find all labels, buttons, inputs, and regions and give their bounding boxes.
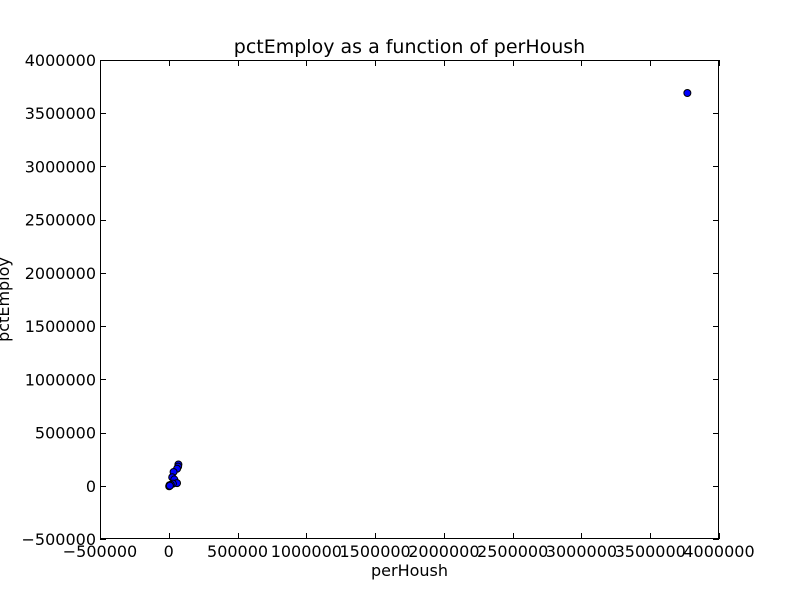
y-tick-label: 2500000 (25, 211, 96, 230)
y-tick-label: 4000000 (25, 51, 96, 70)
y-axis-title: pctEmploy (0, 257, 13, 342)
y-tick-label: 2000000 (25, 264, 96, 283)
plot-frame (100, 60, 719, 539)
data-points (165, 88, 692, 491)
x-tick-label: −500000 (63, 542, 137, 561)
y-tick-label: 3000000 (25, 157, 96, 176)
x-tick-label: 500000 (207, 542, 268, 561)
x-tick-label: 0 (164, 542, 174, 561)
x-tick-label: 4000000 (683, 542, 754, 561)
chart-title: pctEmploy as a function of perHoush (234, 36, 585, 58)
y-tick-label: 500000 (35, 424, 96, 443)
tick-labels: −500000 0 500000 10000001500000200000025000… (22, 51, 755, 561)
y-tick-label: 1000000 (25, 370, 96, 389)
x-tick-label: 3000000 (546, 542, 617, 561)
data-point (683, 88, 692, 97)
x-axis-title: perHoush (371, 561, 448, 580)
y-tick-label: −500000 (22, 530, 96, 549)
y-tick-label: 0 (86, 477, 96, 496)
x-tick-label: 1000000 (271, 542, 342, 561)
x-tick-label: 2000000 (408, 542, 479, 561)
x-tick-label: 2500000 (477, 542, 548, 561)
data-point (165, 481, 174, 490)
x-tick-label: 1500000 (339, 542, 410, 561)
y-tick-label: 1500000 (25, 317, 96, 336)
plot-area (100, 60, 719, 539)
y-tick-label: 3500000 (25, 104, 96, 123)
x-tick-label: 3500000 (615, 542, 686, 561)
